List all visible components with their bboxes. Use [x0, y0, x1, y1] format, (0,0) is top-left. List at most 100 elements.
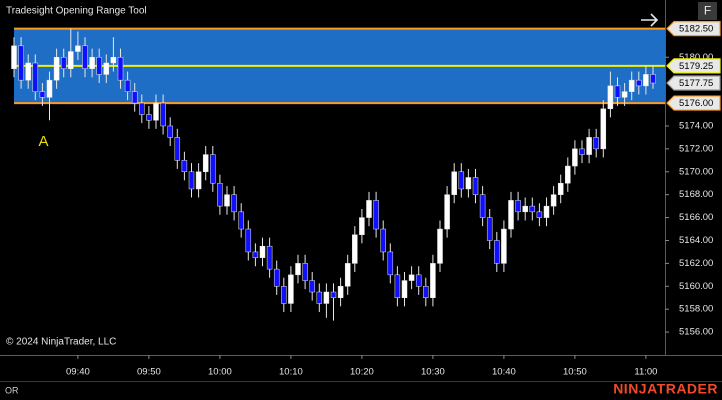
- candle-body: [614, 85, 621, 98]
- candle-body: [11, 45, 17, 69]
- candle-body: [352, 234, 358, 264]
- x-tick-label: 10:50: [563, 367, 587, 378]
- candle-body: [423, 286, 429, 298]
- candle-body: [636, 79, 642, 87]
- candle-body: [131, 91, 138, 104]
- y-tick-label: 5172.00: [679, 143, 713, 154]
- candle-body: [96, 57, 102, 75]
- y-tick-label: 5174.00: [679, 120, 713, 131]
- candle-body: [281, 286, 287, 304]
- candle-body: [266, 245, 273, 270]
- candle-body: [259, 245, 266, 258]
- candle-body: [153, 102, 159, 121]
- price-marker: [666, 95, 721, 111]
- toolbar-button[interactable]: [698, 2, 717, 20]
- candle-body: [302, 263, 308, 281]
- candle-body: [557, 182, 564, 195]
- y-tick-label: 5160.00: [679, 281, 713, 292]
- x-tick-label: 10:00: [208, 367, 232, 378]
- candle-body: [373, 200, 379, 230]
- candle-body: [252, 251, 259, 258]
- price-marker-label: 5182.50: [679, 24, 713, 35]
- price-marker: [666, 58, 721, 74]
- annotation: A: [38, 133, 48, 150]
- candle-body: [295, 263, 301, 276]
- y-tick-label: 5166.00: [679, 212, 713, 223]
- y-tick-label: 5158.00: [679, 304, 713, 315]
- candle-body: [110, 57, 117, 64]
- candle-body: [444, 194, 450, 230]
- candle-body: [593, 137, 599, 150]
- candle-body: [245, 228, 252, 253]
- candle-body: [323, 291, 330, 304]
- candle-body: [32, 62, 39, 92]
- y-tick-label: 5180.00: [679, 52, 713, 63]
- candle-body: [401, 280, 408, 298]
- brand-logo: NINJATRADER: [613, 381, 718, 397]
- candle-body: [359, 217, 365, 236]
- candle-body: [600, 108, 607, 150]
- candle-body: [68, 51, 74, 69]
- candle-body: [337, 286, 344, 298]
- candle-body: [479, 194, 486, 218]
- candle-body: [309, 280, 315, 293]
- x-tick-label: 11:00: [634, 367, 657, 378]
- candle-body: [103, 62, 110, 75]
- price-marker: [666, 75, 721, 91]
- candle-body: [53, 57, 60, 81]
- candle-body: [543, 205, 550, 218]
- candle-body: [451, 171, 457, 195]
- x-tick-label: 10:10: [279, 367, 303, 378]
- candle-body: [572, 148, 578, 167]
- candle-body: [501, 228, 507, 264]
- candle-body: [508, 200, 514, 230]
- candle-body: [188, 171, 195, 190]
- candle-body: [643, 74, 649, 87]
- candle-body: [437, 228, 443, 264]
- y-tick-label: 5156.00: [679, 327, 713, 338]
- candle-body: [224, 194, 230, 207]
- candle-body: [522, 205, 528, 213]
- candle-body: [60, 57, 67, 69]
- candle-body: [18, 45, 24, 81]
- candle-body: [565, 165, 571, 184]
- candle-body: [238, 211, 244, 230]
- scroll-right-icon[interactable]: [641, 13, 659, 27]
- candle-body: [210, 154, 216, 184]
- candle-body: [529, 205, 536, 213]
- x-tick-label: 10:20: [350, 367, 374, 378]
- candle-body: [586, 137, 592, 155]
- candle-body: [621, 91, 628, 98]
- candle-body: [650, 74, 656, 84]
- candle-body: [486, 217, 493, 241]
- candle-body: [217, 182, 223, 207]
- y-tick-label: 5162.00: [679, 258, 713, 269]
- price-marker-label: 5179.25: [679, 61, 713, 72]
- y-tick-label: 5170.00: [679, 166, 713, 177]
- candle-body: [124, 79, 131, 92]
- candle-body: [46, 79, 53, 98]
- candle-body: [75, 45, 81, 52]
- candle-body: [394, 274, 401, 298]
- price-marker-label: 5177.75: [679, 78, 713, 89]
- status-text: OR: [5, 385, 19, 395]
- toolbar-button-label[interactable]: F: [704, 4, 711, 18]
- x-tick-label: 09:50: [137, 367, 161, 378]
- x-tick-label: 09:40: [66, 367, 90, 378]
- candle-body: [273, 268, 280, 287]
- candle-body: [195, 171, 202, 190]
- candle-body: [430, 263, 436, 298]
- candle-body: [550, 194, 557, 207]
- candle-body: [458, 171, 465, 190]
- candle-body: [117, 57, 124, 81]
- candle-body: [415, 274, 422, 287]
- candle-body: [160, 102, 166, 127]
- candle-body: [146, 114, 152, 121]
- chart-title: Tradesight Opening Range Tool: [6, 6, 147, 17]
- candle-body: [408, 274, 415, 281]
- candle-body: [25, 62, 31, 81]
- y-tick-label: 5168.00: [679, 189, 713, 200]
- candle-body: [288, 274, 294, 304]
- candle-body: [607, 85, 614, 110]
